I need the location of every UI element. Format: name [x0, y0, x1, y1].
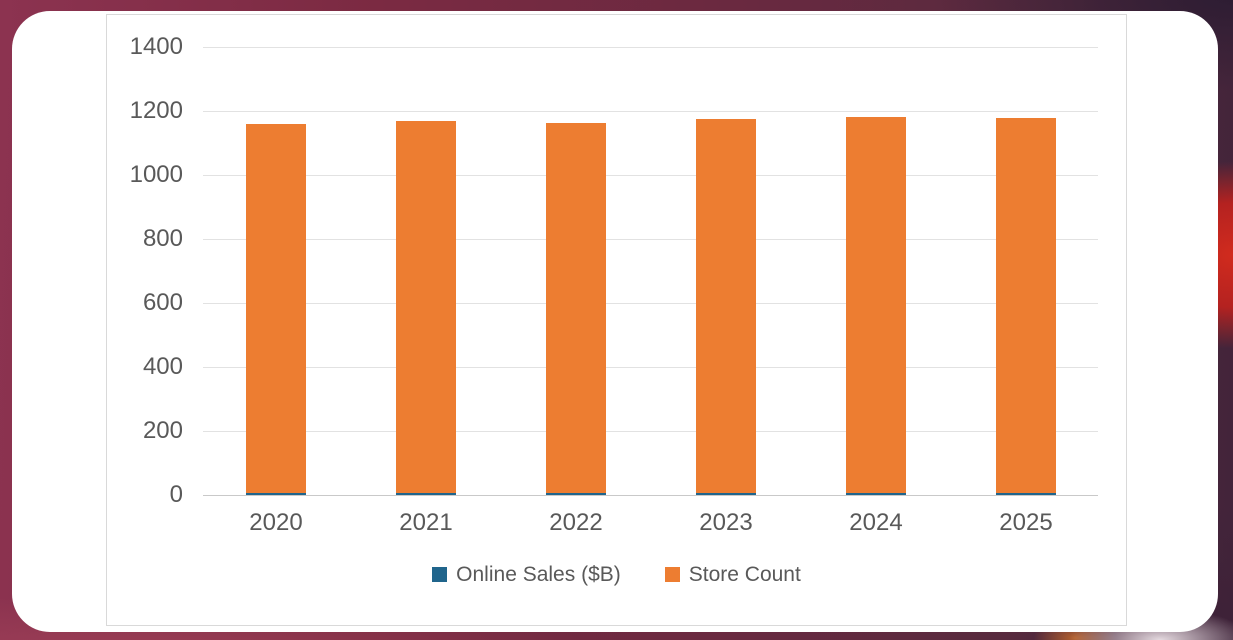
chart-frame: 0 200 400 600 800 1000 1200 1400 2020 2021 2022 20… — [106, 14, 1127, 626]
legend-swatch-icon — [432, 567, 448, 582]
legend-label: Online Sales ($B) — [456, 563, 621, 586]
x-axis-line — [203, 495, 1098, 496]
bar-store-count-2023 — [696, 119, 756, 495]
gridline — [203, 47, 1098, 48]
legend-label: Store Count — [688, 563, 801, 586]
x-tick-label: 2021 — [399, 509, 453, 536]
gridline — [203, 431, 1098, 432]
bar-online-sales-b-2021 — [396, 493, 456, 495]
y-tick-label: 200 — [142, 417, 183, 444]
x-tick-label: 2025 — [999, 509, 1053, 536]
bar-chart-plot-area: 0 200 400 600 800 1000 1200 1400 2020 2021 2022 20… — [107, 15, 1126, 625]
bar-online-sales-b-2025 — [996, 493, 1056, 495]
bar-online-sales-b-2023 — [696, 493, 756, 495]
y-tick-label: 800 — [142, 225, 183, 252]
bar-store-count-2024 — [846, 117, 906, 495]
bar-online-sales-b-2022 — [546, 493, 606, 495]
bar-online-sales-b-2024 — [846, 493, 906, 495]
bar-online-sales-b-2020 — [246, 493, 306, 495]
legend-swatch-icon — [664, 567, 680, 582]
legend-item: Store Count — [664, 563, 801, 586]
bar-store-count-2020 — [246, 124, 306, 495]
bar-store-count-2021 — [396, 121, 456, 495]
y-tick-label: 1400 — [129, 33, 183, 60]
chart-card: 0 200 400 600 800 1000 1200 1400 2020 2021 2022 20… — [12, 11, 1218, 632]
x-tick-label: 2023 — [699, 509, 753, 536]
gridline — [203, 175, 1098, 176]
y-tick-label: 1200 — [129, 97, 183, 124]
gridline — [203, 367, 1098, 368]
y-tick-label: 600 — [142, 289, 183, 316]
legend-item: Online Sales ($B) — [432, 564, 621, 585]
chart-legend: Online Sales ($B) Store Count — [107, 564, 1126, 585]
x-tick-label: 2024 — [849, 509, 903, 536]
bar-store-count-2022 — [546, 123, 606, 495]
y-tick-label: 1000 — [129, 161, 183, 188]
gridline — [203, 239, 1098, 240]
x-tick-label: 2022 — [549, 509, 603, 536]
bar-store-count-2025 — [996, 118, 1056, 495]
y-tick-label: 0 — [169, 481, 183, 508]
gridline — [203, 303, 1098, 304]
x-tick-label: 2020 — [249, 509, 303, 536]
y-tick-label: 400 — [142, 353, 183, 380]
gridline — [203, 111, 1098, 112]
